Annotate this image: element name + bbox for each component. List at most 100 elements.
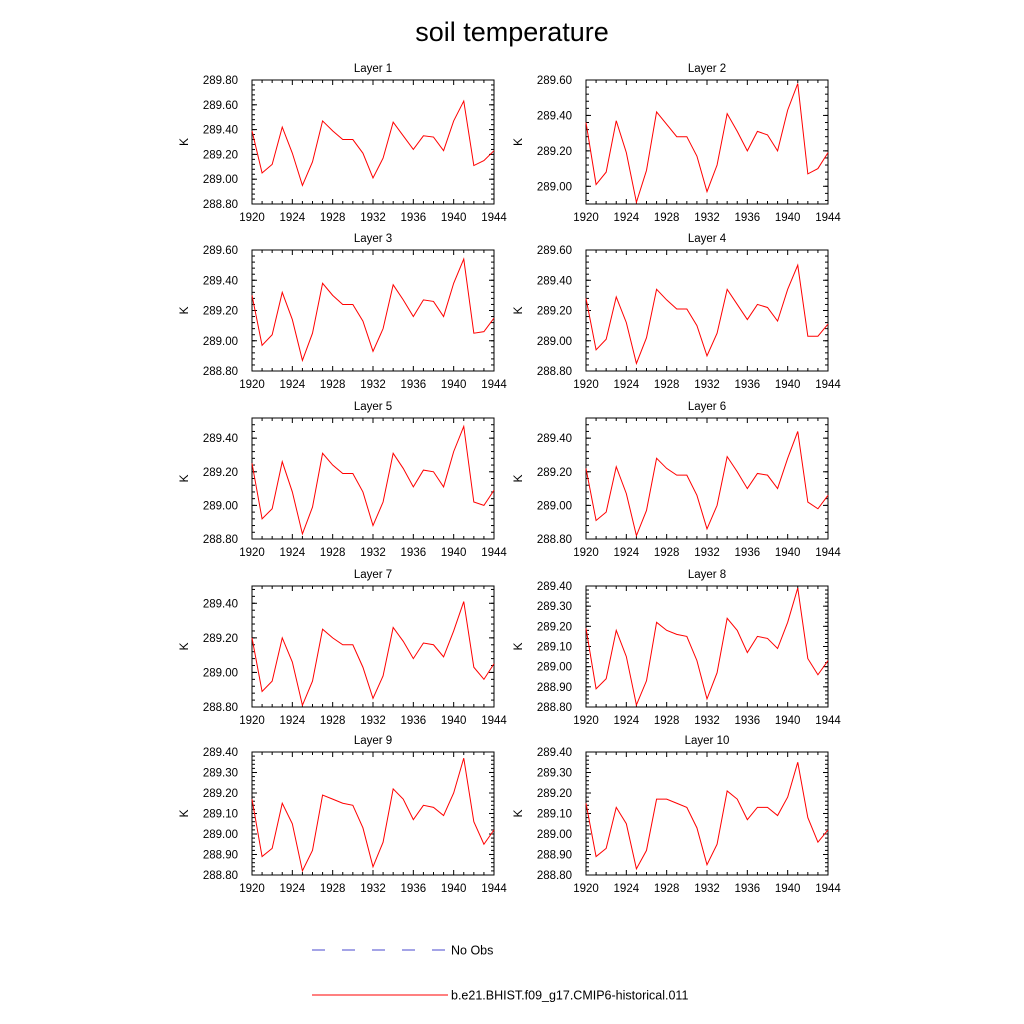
legend-label-model: b.e21.BHIST.f09_g17.CMIP6-historical.011: [451, 989, 688, 1003]
chart-panel: Layer 10 K 1920 1924 1928 1932 1936 1940 1944 288…: [511, 735, 841, 895]
x-tick-label: 1936: [735, 212, 761, 224]
x-tick-label: 1940: [441, 212, 467, 224]
x-tick-label: 1924: [614, 212, 640, 224]
y-tick-label: 289.10: [203, 809, 238, 821]
plot-frame: [585, 417, 829, 540]
chart-panel: Layer 4 K 1920 1924 1928 1932 1936 1940 1944 288.…: [511, 233, 841, 391]
y-tick-label: 289.40: [537, 275, 572, 287]
y-tick-label: 289.00: [537, 336, 572, 348]
x-tick-label: 1940: [441, 883, 467, 895]
y-tick-label: 289.30: [537, 601, 572, 613]
y-tick-label: 289.60: [203, 100, 238, 112]
y-tick-label: 289.00: [537, 662, 572, 674]
x-tick-label: 1944: [815, 883, 841, 895]
y-tick-label: 288.80: [537, 702, 572, 714]
y-tick-label: 288.80: [537, 366, 572, 378]
y-tick-label: 289.00: [537, 829, 572, 841]
x-tick-label: 1928: [320, 715, 346, 727]
plot-frame: [251, 249, 495, 372]
panel-title: Layer 7: [354, 569, 392, 581]
y-tick-label: 288.80: [537, 870, 572, 882]
figure-title: soil temperature: [415, 17, 609, 47]
x-tick-label: 1928: [654, 715, 680, 727]
series-line: [585, 431, 829, 538]
x-tick-label: 1932: [694, 883, 720, 895]
y-tick-label: 289.60: [537, 75, 572, 87]
x-tick-label: 1940: [775, 883, 801, 895]
y-tick-label: 289.60: [537, 245, 572, 257]
y-tick-label: 288.80: [203, 366, 238, 378]
x-tick-label: 1936: [401, 379, 427, 391]
x-tick-label: 1944: [815, 212, 841, 224]
x-tick-label: 1944: [815, 715, 841, 727]
y-tick-label: 288.80: [203, 534, 238, 546]
x-tick-label: 1932: [694, 379, 720, 391]
series-line: [251, 758, 495, 873]
x-tick-label: 1924: [614, 715, 640, 727]
panel-title: Layer 4: [688, 233, 727, 245]
y-axis-label: K: [511, 809, 525, 817]
x-tick-label: 1936: [735, 547, 761, 559]
x-tick-label: 1924: [280, 212, 306, 224]
chart-panel: Layer 6 K 1920 1924 1928 1932 1936 1940 1944 288.…: [511, 401, 841, 559]
x-tick-label: 1924: [614, 883, 640, 895]
plot-frame: [251, 751, 495, 876]
x-tick-label: 1920: [239, 883, 265, 895]
y-tick-label: 289.40: [537, 581, 572, 593]
series-line: [585, 83, 829, 205]
panel-title: Layer 10: [685, 735, 730, 747]
x-tick-label: 1920: [239, 212, 265, 224]
y-axis-label: K: [511, 138, 525, 146]
x-tick-label: 1932: [360, 883, 386, 895]
y-tick-label: 289.30: [537, 768, 572, 780]
series-line: [251, 424, 495, 536]
x-tick-label: 1928: [654, 547, 680, 559]
series-line: [251, 99, 495, 187]
x-tick-label: 1924: [614, 379, 640, 391]
x-tick-label: 1920: [573, 883, 599, 895]
y-tick-label: 288.90: [203, 850, 238, 862]
y-tick-label: 289.30: [203, 768, 238, 780]
y-tick-label: 288.80: [203, 199, 238, 211]
x-tick-label: 1920: [573, 715, 599, 727]
x-tick-label: 1936: [401, 547, 427, 559]
x-tick-label: 1940: [775, 547, 801, 559]
y-tick-label: 289.20: [537, 788, 572, 800]
x-tick-label: 1944: [481, 547, 507, 559]
chart-panel: Layer 9 K 1920 1924 1928 1932 1936 1940 1944 288.…: [177, 735, 507, 895]
x-tick-label: 1932: [360, 547, 386, 559]
series-line: [585, 762, 829, 871]
y-tick-label: 289.20: [203, 149, 238, 161]
x-tick-label: 1936: [735, 883, 761, 895]
x-tick-label: 1940: [775, 212, 801, 224]
y-axis-label: K: [177, 306, 191, 314]
plot-frame: [585, 751, 829, 876]
series-line: [585, 587, 829, 707]
x-tick-label: 1924: [280, 883, 306, 895]
x-tick-label: 1920: [573, 379, 599, 391]
legend: No Obs b.e21.BHIST.f09_g17.CMIP6-histori…: [312, 944, 688, 1003]
panel-title: Layer 5: [354, 401, 392, 413]
panel-title: Layer 3: [354, 233, 392, 245]
y-tick-label: 288.90: [537, 682, 572, 694]
x-tick-label: 1920: [239, 379, 265, 391]
chart-panel: Layer 5 K 1920 1924 1928 1932 1936 1940 1944 288.…: [177, 401, 507, 559]
x-tick-label: 1928: [320, 883, 346, 895]
chart-panel: Layer 7 K 1920 1924 1928 1932 1936 1940 1944 288.…: [177, 569, 507, 727]
x-tick-label: 1932: [360, 379, 386, 391]
chart-panel: Layer 1 K 1920 1924 1928 1932 1936 1940 1944 288.…: [177, 63, 507, 224]
y-tick-label: 289.00: [203, 336, 238, 348]
x-tick-label: 1920: [573, 547, 599, 559]
y-axis-label: K: [177, 809, 191, 817]
y-tick-label: 289.00: [203, 667, 238, 679]
x-tick-label: 1924: [280, 547, 306, 559]
x-tick-label: 1928: [320, 379, 346, 391]
x-tick-label: 1928: [654, 883, 680, 895]
y-tick-label: 289.40: [203, 598, 238, 610]
plot-frame: [585, 249, 829, 372]
y-tick-label: 289.40: [203, 125, 238, 137]
panel-title: Layer 8: [688, 569, 726, 581]
y-tick-label: 289.00: [203, 174, 238, 186]
y-tick-label: 289.40: [537, 747, 572, 759]
y-tick-label: 289.20: [537, 306, 572, 318]
